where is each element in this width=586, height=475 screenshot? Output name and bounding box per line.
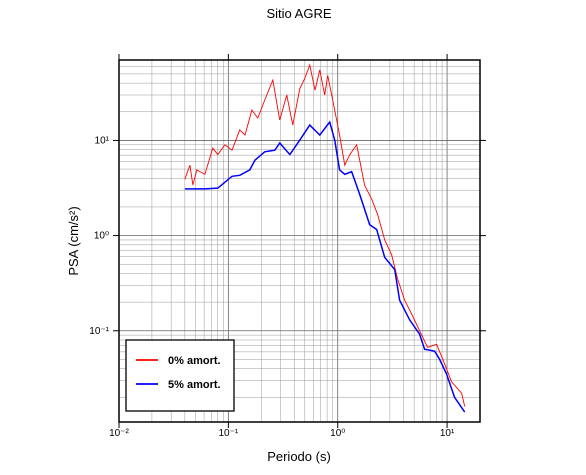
x-tick-label: 10⁻¹ — [218, 428, 238, 439]
x-tick-label: 10⁰ — [330, 428, 345, 439]
y-tick-label: 10⁻¹ — [89, 326, 109, 337]
x-tick-label: 10⁻² — [109, 428, 129, 439]
legend-label: 5% amort. — [168, 379, 221, 391]
y-tick-label: 10¹ — [95, 135, 110, 146]
x-tick-label: 10¹ — [440, 428, 455, 439]
series-line — [184, 120, 466, 413]
y-tick-label: 10⁰ — [94, 231, 109, 242]
y-axis-label: PSA (cm/s²) — [66, 206, 81, 275]
legend-label: 0% amort. — [168, 355, 221, 367]
x-axis-label: Periodo (s) — [267, 449, 331, 464]
plot-frame — [118, 59, 481, 423]
chart-title: Sitio AGRE — [266, 6, 331, 21]
series-line — [184, 63, 466, 407]
legend-box — [125, 339, 235, 412]
